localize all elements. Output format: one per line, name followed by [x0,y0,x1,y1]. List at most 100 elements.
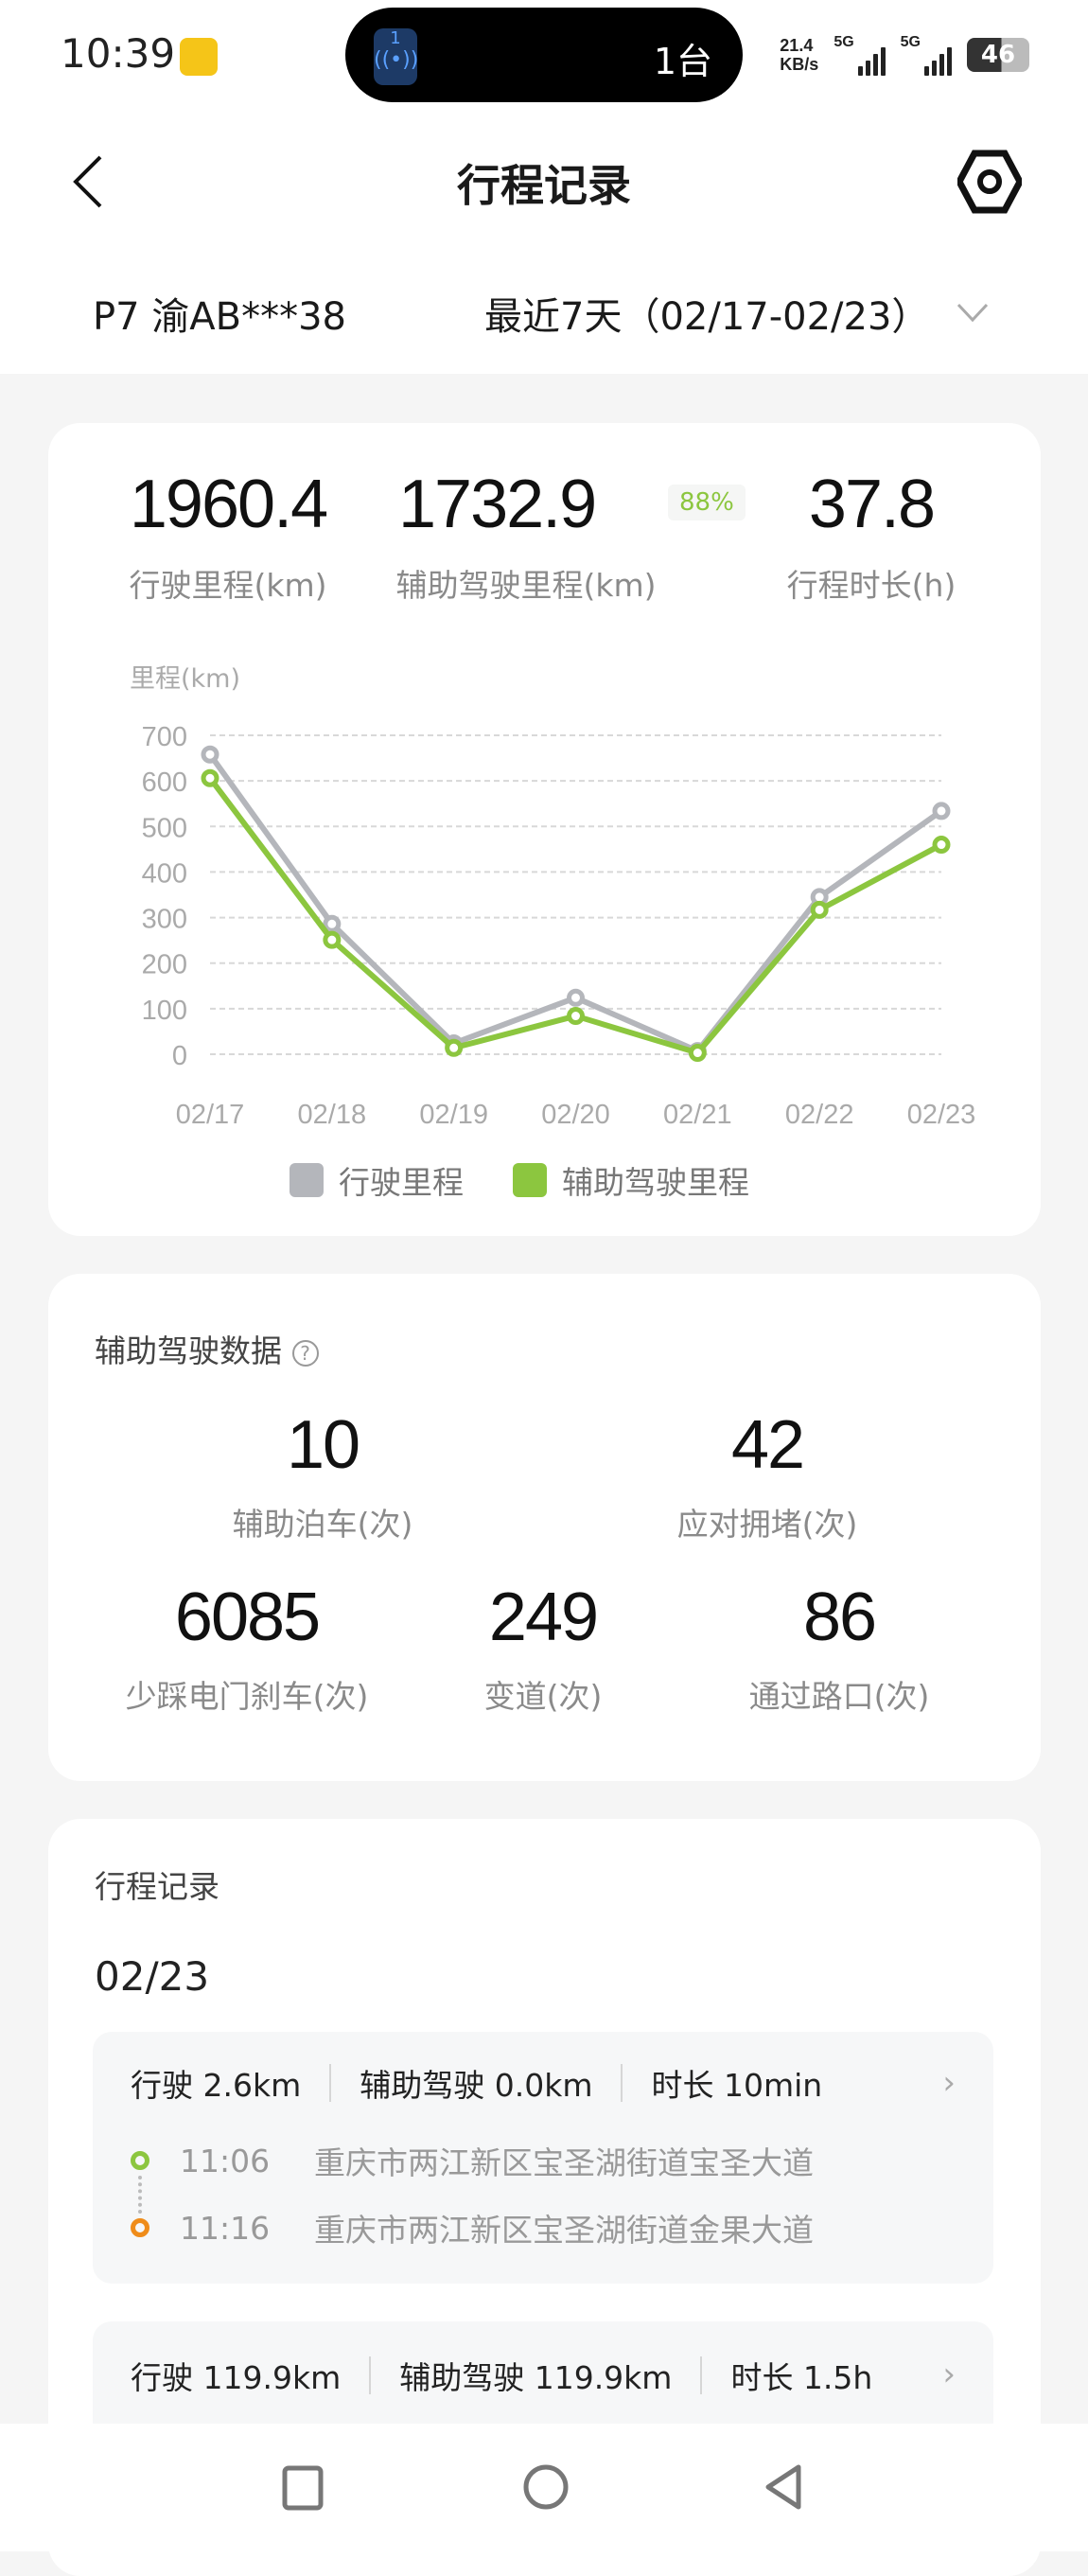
settings-nut-icon[interactable] [957,150,1022,214]
y-tick-label: 400 [142,858,187,889]
trip-distance: 行驶 119.9km [131,2359,342,2396]
trip-start: 11:06 重庆市两江新区宝圣湖街道宝圣大道 [131,2138,814,2183]
x-tick-label: 02/23 [907,1100,976,1130]
y-tick-label: 700 [142,722,187,752]
broadcast-icon: 1 ((•)) [374,28,418,85]
back-triangle-icon[interactable] [763,2463,804,2511]
island-badge: 1 [390,28,401,48]
sim1-label: 5G [834,34,854,50]
dynamic-island[interactable]: 1 ((•)) 1台 [345,8,743,102]
x-tick-label: 02/19 [419,1100,488,1130]
data-point [201,745,219,764]
y-tick-label: 100 [142,996,187,1026]
chart-legend: 行驶里程 辅助驾驶里程 [290,1157,749,1203]
intersection-value: 86 [802,1579,877,1655]
pedal-saved-value: 6085 [174,1579,321,1655]
data-point [323,914,342,933]
divider [621,2064,623,2102]
trip-list-title: 行程记录 [95,1868,219,1905]
trip-duration-value: 37.8 [808,467,936,542]
sim2-label: 5G [900,34,921,50]
route-connector [138,2176,142,2214]
end-time: 11:16 [180,2209,271,2247]
y-tick-label: 200 [142,950,187,980]
data-point [932,802,951,820]
data-point [445,1038,464,1057]
start-dot-icon [131,2151,149,2170]
auto-park-value: 10 [286,1407,360,1483]
congestion-value: 42 [730,1407,805,1483]
x-tick-label: 02/18 [298,1100,367,1130]
back-chevron-icon[interactable] [68,153,110,210]
assist-mileage-label: 辅助驾驶里程(km) [395,567,657,604]
data-point [323,930,342,949]
adas-title: 辅助驾驶数据 ? [95,1326,319,1371]
total-mileage-label: 行驶里程(km) [129,567,327,604]
legend-swatch-green [513,1163,547,1197]
y-tick-label: 500 [142,813,187,843]
vehicle-selector[interactable]: P7 渝AB***38 [93,295,346,339]
trip-assist-distance: 辅助驾驶 119.9km [399,2359,673,2396]
auto-park-label: 辅助泊车(次) [232,1506,413,1543]
y-tick-label: 300 [142,905,187,935]
data-point [932,836,951,855]
trip-distance: 行驶 2.6km [131,2067,302,2104]
home-circle-icon[interactable] [522,2463,570,2511]
end-address: 重庆市两江新区宝圣湖街道金果大道 [314,2212,814,2249]
mileage-line-chart: 0 100 200 300 400 500 600 700 02/17 02/18 02/19 02/… [142,722,976,1130]
data-point [810,900,829,919]
y-tick-label: 0 [172,1041,187,1071]
pedal-saved-label: 少踩电门刹车(次) [125,1678,369,1715]
congestion-label: 应对拥堵(次) [676,1506,858,1543]
date-range-selector[interactable]: 最近7天（02/17-02/23） [484,295,930,339]
sim1-signal-icon: 5G [834,34,886,76]
x-tick-label: 02/21 [663,1100,732,1130]
x-tick-label: 02/20 [541,1100,610,1130]
island-text: 1台 [653,41,712,82]
assist-ratio-badge: 88% [668,485,746,520]
divider [700,2356,703,2394]
system-nav-bar [0,2424,1088,2551]
y-axis-label: 里程(km) [130,664,241,694]
page-title: 行程记录 [457,160,631,211]
legend-label-assist: 辅助驾驶里程 [562,1164,749,1201]
chevron-right-icon: › [942,2355,956,2393]
help-icon[interactable]: ? [291,1339,319,1367]
start-address: 重庆市两江新区宝圣湖街道宝圣大道 [314,2144,814,2181]
legend-swatch-gray [290,1163,324,1197]
trip-date: 02/23 [95,1953,210,2000]
start-time: 11:06 [180,2142,271,2179]
adas-title-text: 辅助驾驶数据 [95,1332,282,1369]
total-mileage-value: 1960.4 [129,467,328,542]
x-tick-label: 02/22 [785,1100,854,1130]
chevron-down-icon[interactable] [956,301,990,324]
data-point [688,1044,707,1063]
net-speed: 21.4 KB/s [780,36,818,74]
trip-duration-label: 行程时长(h) [786,567,956,604]
lane-change-value: 249 [488,1579,599,1655]
trip-duration: 时长 10min [651,2067,823,2104]
data-point [567,988,585,1007]
x-tick-label: 02/17 [176,1100,245,1130]
trip-item[interactable]: 行驶 2.6km 辅助驾驶 0.0km 时长 10min › 11:06 重庆市两江新… [93,2032,993,2284]
trip-duration: 时长 1.5h [730,2359,873,2396]
end-dot-icon [131,2218,149,2237]
divider [369,2356,372,2394]
divider [329,2064,332,2102]
status-time: 10:39 [61,30,176,77]
app-notification-icon [180,38,218,76]
data-point [567,1007,585,1026]
data-point [201,768,219,787]
assist-mileage-value: 1732.9 [398,467,597,542]
trip-summary: 行驶 2.6km 辅助驾驶 0.0km 时长 10min [131,2060,822,2106]
recents-square-icon[interactable] [282,2465,324,2511]
legend-label-total: 行驶里程 [339,1164,464,1201]
chevron-right-icon: › [942,2064,956,2102]
trip-summary: 行驶 119.9km 辅助驾驶 119.9km 时长 1.5h [131,2353,872,2398]
net-speed-unit: KB/s [780,55,819,74]
lane-change-label: 变道(次) [483,1678,603,1715]
adas-card: 辅助驾驶数据 ? 10 辅助泊车(次) 42 应对拥堵(次) 6085 少踩电门… [48,1274,1041,1781]
net-speed-value: 21.4 [780,36,814,55]
trip-end: 11:16 重庆市两江新区宝圣湖街道金果大道 [131,2205,814,2250]
intersection-label: 通过路口(次) [748,1678,930,1715]
